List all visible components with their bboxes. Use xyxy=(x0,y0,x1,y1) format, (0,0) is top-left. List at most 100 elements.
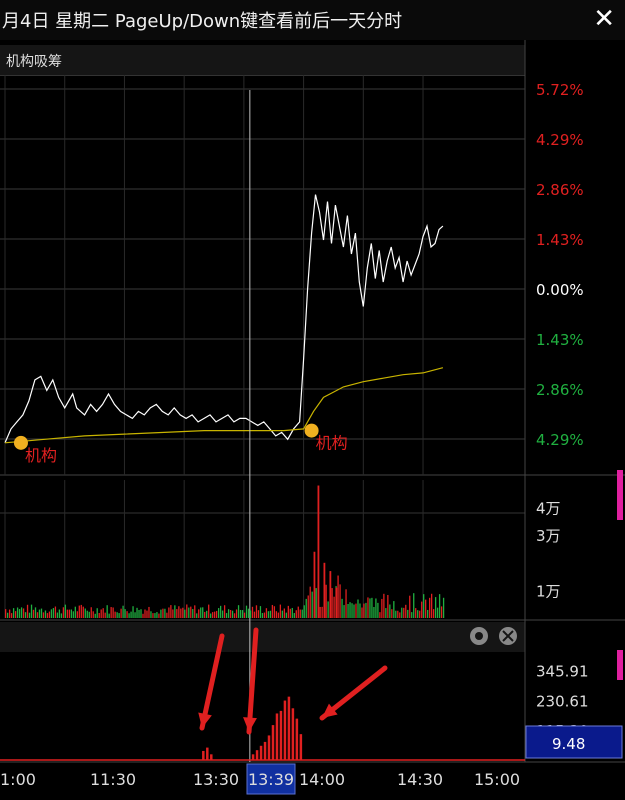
volume-bar xyxy=(411,612,413,618)
volume-bar xyxy=(216,610,218,618)
volume-bar xyxy=(273,606,276,618)
volume-bar xyxy=(32,609,35,618)
indicator-bar xyxy=(263,741,267,760)
volume-bar xyxy=(347,604,349,618)
volume-bar xyxy=(307,595,309,618)
volume-bar xyxy=(375,598,377,618)
volume-bar xyxy=(44,610,47,618)
close-icon[interactable]: ✕ xyxy=(593,4,615,34)
gear-icon-center xyxy=(475,632,483,640)
indicator-bar xyxy=(287,696,291,760)
volume-bar xyxy=(148,606,150,618)
volume-bar xyxy=(261,613,264,618)
volume-tick-label: 1万 xyxy=(536,582,561,600)
volume-bar xyxy=(323,562,326,618)
volume-bar xyxy=(186,604,188,618)
volume-bar xyxy=(82,606,84,618)
volume-bar xyxy=(385,608,387,618)
y-tick-label: 2.86% xyxy=(536,381,584,399)
volume-bar xyxy=(72,611,74,618)
volume-bar xyxy=(325,584,327,618)
volume-bar xyxy=(309,586,311,618)
volume-bar xyxy=(102,608,104,618)
volume-bar xyxy=(377,602,379,618)
volume-bar xyxy=(194,605,196,618)
volume-bar xyxy=(369,598,371,618)
volume-bar xyxy=(162,608,164,618)
volume-bar xyxy=(219,605,222,618)
volume-bar xyxy=(150,611,152,618)
indicator-bar xyxy=(291,708,295,760)
indicator-bar xyxy=(275,713,279,760)
volume-bar xyxy=(166,612,168,618)
volume-bar xyxy=(22,608,25,618)
volume-bar xyxy=(46,613,49,618)
volume-bar xyxy=(182,607,184,618)
volume-bar xyxy=(130,611,132,618)
indicator-bar xyxy=(206,747,209,760)
volume-bar xyxy=(253,611,256,618)
panel-header: 机构吸筹 xyxy=(0,45,525,76)
volume-bar xyxy=(237,605,240,618)
volume-bar xyxy=(160,609,162,618)
volume-bar xyxy=(283,608,285,618)
volume-bar xyxy=(430,593,433,618)
volume-bar xyxy=(188,607,190,618)
indicator-tick-label: 230.61 xyxy=(536,692,589,710)
volume-bar xyxy=(74,606,76,618)
volume-bar xyxy=(381,598,383,618)
volume-bar xyxy=(192,609,194,618)
volume-bar xyxy=(54,606,57,618)
volume-bar xyxy=(279,604,282,618)
volume-bar xyxy=(329,571,332,618)
volume-bar xyxy=(225,613,228,618)
volume-bar xyxy=(90,607,92,618)
volume-bar xyxy=(62,607,65,618)
volume-bar xyxy=(419,610,421,618)
volume-bar xyxy=(423,594,425,618)
volume-bar xyxy=(84,608,86,618)
volume-bar xyxy=(331,588,333,618)
y-tick-label: 0.00% xyxy=(536,281,584,299)
volume-bar xyxy=(440,606,443,618)
volume-bar xyxy=(174,605,176,618)
volume-bar xyxy=(277,612,280,618)
volume-bar xyxy=(217,608,220,618)
annotation-arrowhead xyxy=(322,703,338,718)
volume-bar xyxy=(359,603,361,618)
volume-bar xyxy=(241,610,244,618)
volume-bar xyxy=(235,609,238,618)
x-tick-label: 1:00 xyxy=(0,770,36,789)
volume-bar xyxy=(245,605,248,618)
volume-bar xyxy=(152,613,154,618)
volume-bar xyxy=(425,599,427,618)
volume-bar xyxy=(176,609,178,618)
volume-bar xyxy=(96,608,98,618)
volume-bar xyxy=(251,606,254,618)
volume-bar xyxy=(442,597,445,618)
volume-bar xyxy=(34,607,37,618)
volume-bar xyxy=(212,612,214,618)
volume-bar xyxy=(208,604,210,618)
volume-bar xyxy=(353,604,355,618)
volume-bar xyxy=(18,609,21,618)
volume-bar xyxy=(379,612,381,618)
volume-bar xyxy=(305,598,307,618)
volume-bar xyxy=(10,613,13,618)
volume-bar xyxy=(172,609,174,618)
volume-bar xyxy=(317,485,320,618)
volume-bar xyxy=(267,611,270,618)
volume-bar xyxy=(146,610,148,618)
price-line xyxy=(4,194,444,444)
volume-bar xyxy=(180,608,182,618)
indicator-bar xyxy=(283,700,287,760)
volume-bar xyxy=(403,607,405,618)
volume-tick-label: 3万 xyxy=(536,527,561,545)
volume-bar xyxy=(269,610,272,618)
volume-bar xyxy=(434,597,437,618)
edge-marker xyxy=(617,650,623,680)
volume-bar xyxy=(48,611,51,618)
average-price-line xyxy=(4,367,444,444)
volume-bar xyxy=(438,594,441,618)
